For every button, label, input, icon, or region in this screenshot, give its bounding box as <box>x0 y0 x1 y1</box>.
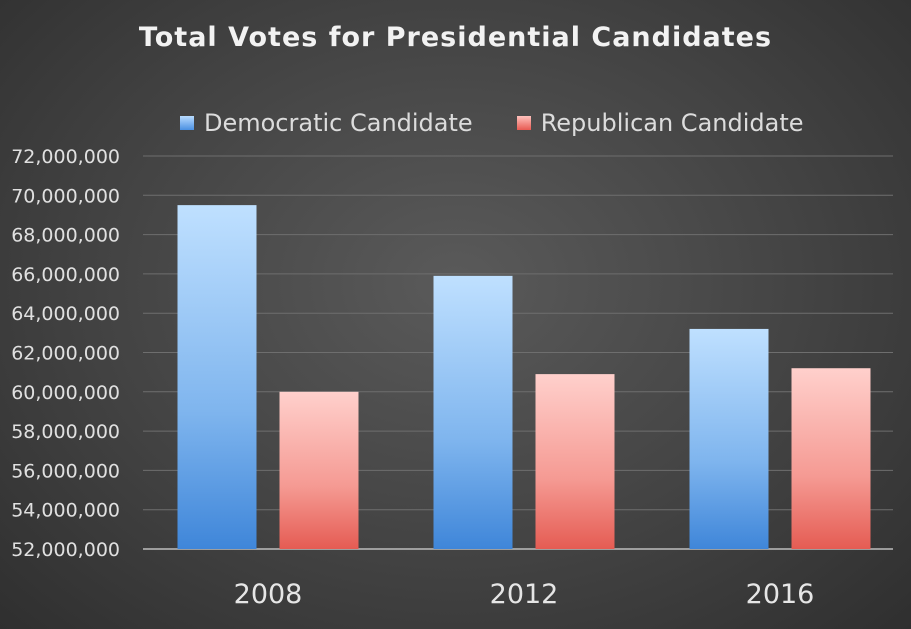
bar-democratic-2008 <box>177 205 257 549</box>
legend-item-republican: Republican Candidate <box>516 109 804 137</box>
legend: Democratic Candidate Republican Candidat… <box>180 106 804 140</box>
y-tick-label: 52,000,000 <box>11 539 120 561</box>
chart-title: Total Votes for Presidential Candidates <box>138 22 773 53</box>
y-tick-label: 62,000,000 <box>11 343 120 365</box>
legend-label-democratic: Democratic Candidate <box>204 109 473 137</box>
x-tick-label: 2008 <box>234 579 303 610</box>
y-tick-label: 60,000,000 <box>11 382 120 404</box>
y-tick-label: 72,000,000 <box>11 146 120 168</box>
legend-item-democratic: Democratic Candidate <box>180 109 473 137</box>
bar-republican-2016 <box>791 368 871 549</box>
y-tick-label: 56,000,000 <box>11 460 120 482</box>
y-tick-label: 70,000,000 <box>11 185 120 207</box>
legend-swatch-democratic <box>180 116 194 130</box>
y-tick-label: 66,000,000 <box>11 264 120 286</box>
y-tick-label: 54,000,000 <box>11 500 120 522</box>
legend-swatch-republican <box>516 116 531 130</box>
bar-republican-2008 <box>279 391 359 549</box>
y-tick-label: 68,000,000 <box>11 225 120 247</box>
legend-label-republican: Republican Candidate <box>540 109 804 137</box>
x-tick-label: 2016 <box>746 579 815 610</box>
bar-democratic-2016 <box>689 328 769 549</box>
bar-republican-2012 <box>535 374 615 549</box>
bar-democratic-2012 <box>433 275 513 549</box>
x-tick-label: 2012 <box>490 579 559 610</box>
y-tick-label: 64,000,000 <box>11 303 120 325</box>
y-tick-label: 58,000,000 <box>11 421 120 443</box>
